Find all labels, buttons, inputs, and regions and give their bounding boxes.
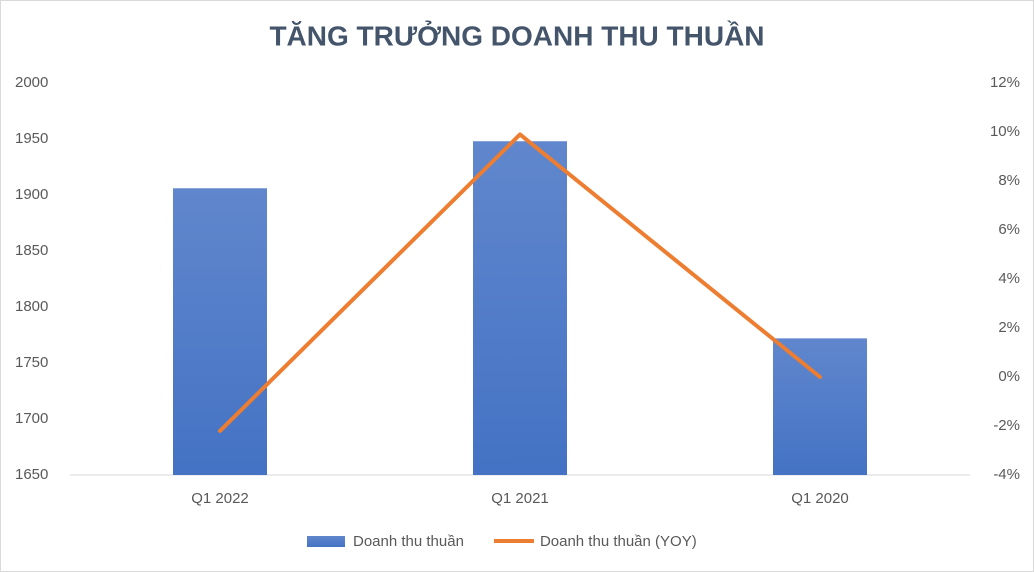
y2-tick-label: 6%	[998, 221, 1020, 238]
bar	[773, 338, 867, 475]
y-tick-label: 1950	[15, 130, 48, 147]
y2-tick-label: -4%	[993, 466, 1020, 483]
y-tick-label: 1750	[15, 354, 48, 371]
y-tick-label: 1900	[15, 186, 48, 203]
legend-label: Doanh thu thuần (YOY)	[540, 533, 697, 550]
y2-tick-label: 4%	[998, 270, 1020, 287]
y-tick-label: 1700	[15, 410, 48, 427]
y-tick-label: 1650	[15, 466, 48, 483]
legend-label: Doanh thu thuần	[353, 533, 464, 550]
y2-tick-label: 10%	[990, 123, 1020, 140]
x-tick-label: Q1 2021	[491, 490, 549, 507]
x-tick-label: Q1 2022	[191, 490, 249, 507]
bar	[173, 188, 267, 475]
y2-tick-label: 12%	[990, 74, 1020, 91]
chart-title: TĂNG TRƯỞNG DOANH THU THUẦN	[269, 19, 764, 51]
y2-tick-label: 8%	[998, 172, 1020, 189]
y-tick-label: 1800	[15, 298, 48, 315]
y2-tick-label: 0%	[998, 368, 1020, 385]
line	[218, 132, 822, 433]
x-tick-label: Q1 2020	[791, 490, 849, 507]
y2-tick-label: -2%	[993, 417, 1020, 434]
y-tick-label: 1850	[15, 242, 48, 259]
bar	[473, 141, 567, 476]
legend-swatch	[307, 536, 345, 547]
y-tick-label: 2000	[15, 74, 48, 91]
y2-tick-label: 2%	[998, 319, 1020, 336]
